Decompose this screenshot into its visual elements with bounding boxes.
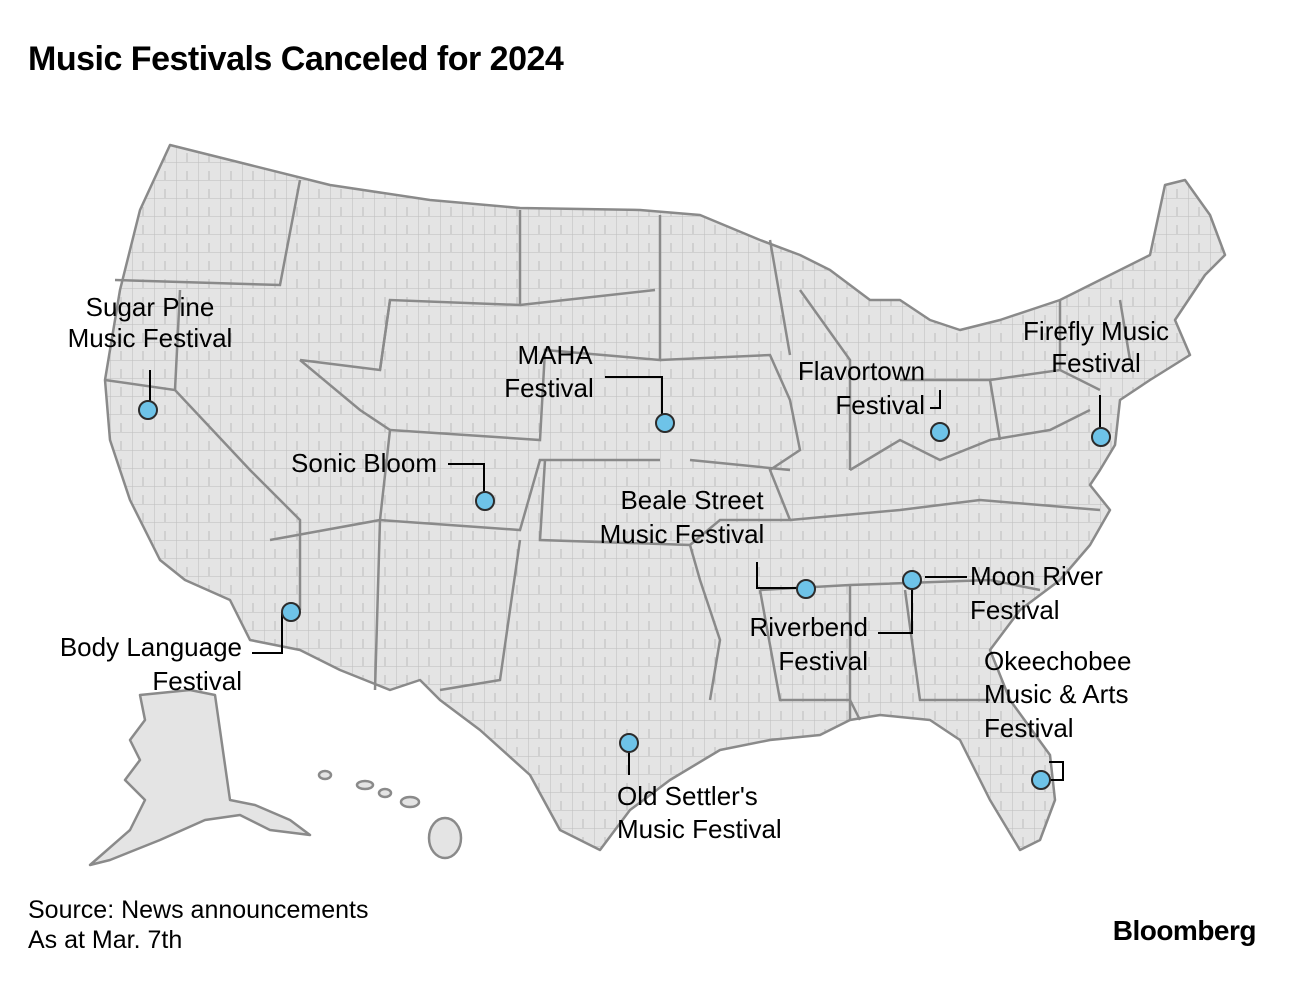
marker-beale-street [796, 579, 816, 599]
marker-sugar-pine [138, 400, 158, 420]
label-firefly: Firefly Music Festival [1023, 316, 1169, 378]
marker-body-language [281, 602, 301, 622]
contiguous-us [103, 143, 1227, 852]
source-line: Source: News announcements [28, 896, 369, 924]
brand-logo: Bloomberg [1112, 915, 1257, 946]
label-beale-street: Beale Street Music Festival [600, 485, 765, 549]
label-sonic-bloom: Sonic Bloom [291, 448, 437, 478]
marker-moon-river [902, 570, 922, 590]
page-title: Music Festivals Canceled for 2024 [28, 40, 564, 78]
label-sugar-pine: Sugar Pine Music Festival [68, 292, 233, 353]
leader-lines [149, 370, 1101, 781]
label-old-settlers: Old Settler's Music Festival [617, 781, 782, 844]
hawaii [317, 769, 463, 860]
marker-flavortown [930, 422, 950, 442]
source-note: Source: News announcements As at Mar. 7t… [28, 895, 368, 955]
label-riverbend: Riverbend Festival [749, 612, 868, 676]
marker-old-settlers [619, 733, 639, 753]
festival-markers [138, 400, 1111, 790]
marker-firefly [1091, 427, 1111, 447]
marker-maha [655, 413, 675, 433]
state-borders [104, 179, 1132, 721]
label-maha: MAHA Festival [504, 340, 594, 403]
marker-sonic-bloom [475, 491, 495, 511]
label-okeechobee: Okeechobee Music & Arts Festival [984, 646, 1131, 743]
label-moon-river: Moon River Festival [970, 561, 1103, 625]
label-flavortown: Flavortown Festival [798, 356, 925, 420]
date-line: As at Mar. 7th [28, 926, 183, 954]
alaska [88, 688, 312, 867]
marker-okeechobee [1031, 770, 1051, 790]
label-body-language: Body Language Festival [60, 632, 242, 696]
festival-labels: Sugar Pine Music Festival MAHA Festival Fl… [60, 292, 1169, 844]
